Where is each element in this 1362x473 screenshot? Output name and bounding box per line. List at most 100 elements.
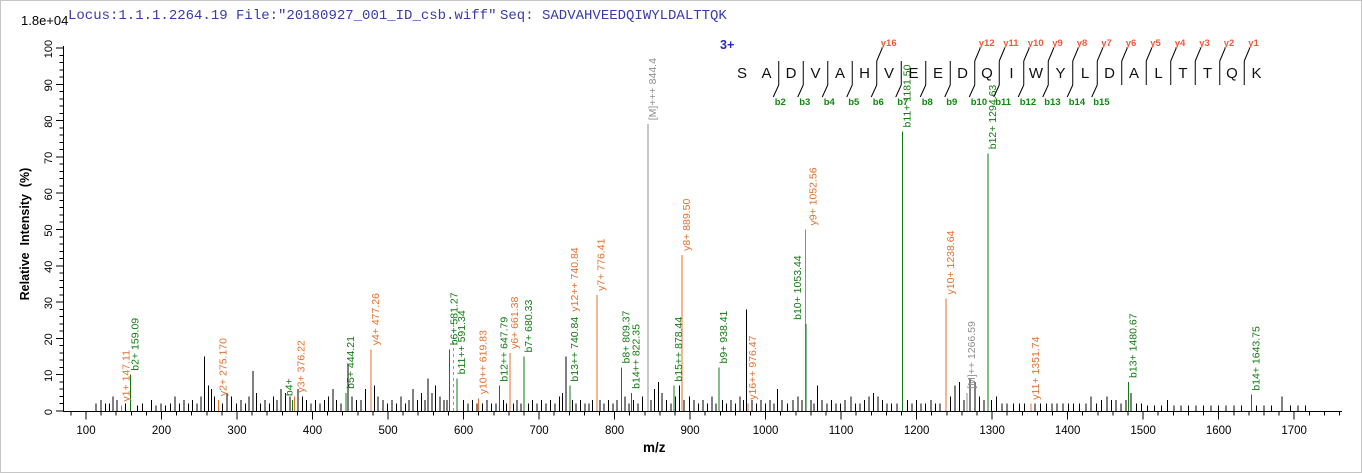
peak-label: y8+ 889.50: [681, 198, 693, 250]
locus-file-header: Locus:1.1.1.2264.19 File:"20180927_001_I…: [68, 8, 497, 24]
x-tick-label: 200: [152, 425, 171, 437]
peak-label: b6+ 581.27: [448, 292, 460, 345]
b-ion-tag: b14: [1069, 97, 1086, 108]
b-ion-tag: b9: [946, 97, 957, 108]
sequence-residue: L: [1154, 65, 1162, 82]
sequence-residue: S: [737, 65, 747, 82]
y-tick-label: 0: [43, 409, 55, 415]
b-ion-tag: b2: [775, 97, 786, 108]
noise-peaks: [95, 309, 1306, 411]
x-tick-label: 1200: [904, 425, 930, 437]
y-tick-label: 90: [43, 79, 55, 91]
x-tick-label: 1000: [753, 425, 779, 437]
y-ion-tag: y7: [1101, 38, 1112, 49]
y-tick-label: 60: [43, 188, 55, 200]
axes: [63, 46, 1342, 412]
sequence-residue: Y: [1055, 65, 1065, 82]
peak-label: y10++ 619.83: [478, 330, 490, 394]
peak-label: b14++ 822.35: [630, 324, 642, 389]
annotated-peaks: [121, 124, 1253, 411]
y-tick-label: 20: [43, 333, 55, 345]
x-tick-label: 1700: [1281, 425, 1307, 437]
peak-label: y2+ 275.170: [217, 338, 229, 396]
peak-label: b12++ 647.79: [499, 317, 511, 382]
b-ion-tag: b5: [848, 97, 860, 108]
x-tick-label: 1100: [829, 425, 854, 437]
sequence-residue: T: [1203, 65, 1212, 82]
y-ion-tag: y6: [1126, 38, 1137, 49]
x-tick-label: 600: [454, 425, 473, 437]
peak-label: b5+ 444.21: [345, 336, 357, 389]
b-ion-tag: b3: [799, 97, 810, 108]
sequence-residue: T: [1178, 65, 1187, 82]
sequence-residue: L: [1081, 65, 1089, 82]
sequence-residue: Q: [1226, 65, 1238, 82]
sequence-residue: D: [786, 65, 797, 82]
b-ion-tag: b10: [971, 97, 987, 108]
y-tick-label: 80: [43, 115, 55, 127]
precursor-charge-label: 3+: [720, 38, 735, 52]
y-ion-tag: y12: [979, 38, 995, 49]
y-ion-tag: y10: [1028, 38, 1044, 49]
sequence-residue: E: [908, 65, 918, 82]
x-tick-label: 700: [529, 425, 548, 437]
y-tick-label: 100: [43, 40, 55, 58]
peak-label: [M]++ 1266.59: [966, 321, 978, 389]
y-ion-tag: y11: [1003, 38, 1019, 49]
x-tick-label: 300: [227, 425, 246, 437]
peak-label: b10+ 1053.44: [792, 255, 804, 320]
peak-label: b12+ 1294.63: [987, 85, 999, 150]
sequence-residue: V: [810, 65, 820, 82]
sequence-residue: V: [884, 65, 894, 82]
peak-label: b13+ 1480.67: [1128, 313, 1140, 378]
sequence-residue: W: [1029, 65, 1044, 82]
b-ion-tag: b7: [897, 97, 908, 108]
sequence-residue: D: [957, 65, 968, 82]
x-axis-ticks: 100 200 300 400 500 600 700 800 900 1000 1100 1200 1…: [70, 412, 1340, 437]
peak-label: b8+ 809.37: [621, 310, 633, 363]
intensity-scale-label: 1.8e+04: [21, 13, 69, 28]
x-tick-label: 400: [303, 425, 322, 437]
sequence-residue: A: [761, 65, 771, 82]
y-ion-tag: y1: [1248, 38, 1259, 49]
b-ion-tag: b11: [995, 97, 1012, 108]
sequence-residue: H: [859, 65, 870, 82]
y-ion-tag: y4: [1175, 38, 1186, 49]
peak-label: y4+ 477.26: [370, 293, 382, 345]
x-tick-label: 1300: [979, 425, 1005, 437]
b-ion-tag: b8: [922, 97, 933, 108]
peak-label: y3+ 376.22: [296, 340, 308, 392]
peak-label: b15++ 878.44: [673, 317, 685, 382]
x-tick-label: 500: [378, 425, 397, 437]
y-ion-tag: y8: [1077, 38, 1088, 49]
peak-label: b11++ 591.34: [456, 310, 468, 374]
y-ion-tag: y9: [1052, 38, 1063, 49]
peak-label: b14+ 1643.75: [1251, 326, 1263, 391]
peak-label: b4+: [283, 378, 295, 396]
peak-label: y11+ 1351.74: [1030, 336, 1042, 399]
peak-label: [M]+++ 844.4: [647, 58, 659, 120]
y-ion-tag: y5: [1150, 38, 1161, 49]
y-ion-tag: y16: [881, 38, 897, 49]
x-axis-title: m/z: [643, 440, 666, 455]
peak-label: y7+ 776.41: [596, 238, 608, 290]
b-ion-tag: b15: [1093, 97, 1110, 108]
peak-label: b11+ 1181.50: [902, 64, 914, 127]
peak-label: y1+ 147.11: [121, 350, 133, 402]
y-ion-tag: y3: [1199, 38, 1210, 49]
sequence-residue: A: [835, 65, 845, 82]
x-tick-label: 100: [76, 425, 95, 437]
y-axis-ticks: 0 10 20 30 40 50 60 70 80 90 100: [43, 40, 63, 415]
peak-label: y10+ 1238.64: [945, 230, 957, 294]
y-tick-label: 10: [43, 370, 55, 382]
x-tick-label: 1400: [1055, 425, 1081, 437]
y-tick-label: 70: [43, 152, 55, 164]
peak-label: b2+ 159.09: [130, 318, 142, 371]
peak-label: b9+ 938.41: [718, 310, 730, 363]
peak-label: y16++ 976.47: [747, 335, 759, 399]
peak-label: y12++ 740.84: [569, 247, 581, 311]
